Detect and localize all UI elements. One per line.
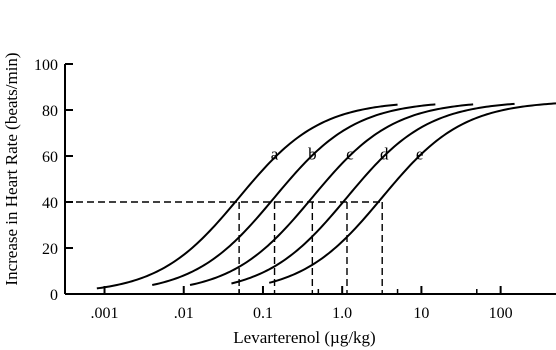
curve-a (96, 103, 398, 290)
curve-b (152, 103, 436, 287)
y-tick-label: 80 (42, 103, 58, 120)
curve-label-e: e (416, 145, 424, 164)
x-tick-label: .01 (174, 305, 194, 322)
x-axis-label: Levarterenol (µg/kg) (233, 328, 375, 347)
y-tick-label: 0 (50, 287, 58, 304)
y-tick-label: 40 (42, 195, 58, 212)
y-tick-label: 60 (42, 149, 58, 166)
y-tick-label: 20 (42, 241, 58, 258)
x-tick-label: 100 (489, 305, 513, 322)
labels: a b c d e (271, 145, 424, 164)
ec50-guide-lines (65, 201, 383, 294)
curve-d (231, 102, 515, 285)
x-tick-label: .001 (91, 305, 119, 322)
curves (96, 102, 556, 290)
x-tick-label: 1.0 (332, 305, 352, 322)
curve-label-b: b (308, 145, 317, 164)
x-tick-label: 0.1 (253, 305, 273, 322)
y-tick-label: 100 (34, 57, 58, 74)
curve-label-c: c (346, 145, 354, 164)
y-axis-label: Increase in Heart Rate (beats/min) (2, 52, 21, 285)
curve-label-a: a (271, 145, 279, 164)
axes: 0 20 40 60 80 100 .001 .01 0.1 1.0 10 100 (34, 57, 556, 322)
curve-label-d: d (380, 145, 389, 164)
curve-c (189, 103, 474, 287)
curve-e (268, 102, 556, 284)
x-tick-label: 10 (413, 305, 429, 322)
